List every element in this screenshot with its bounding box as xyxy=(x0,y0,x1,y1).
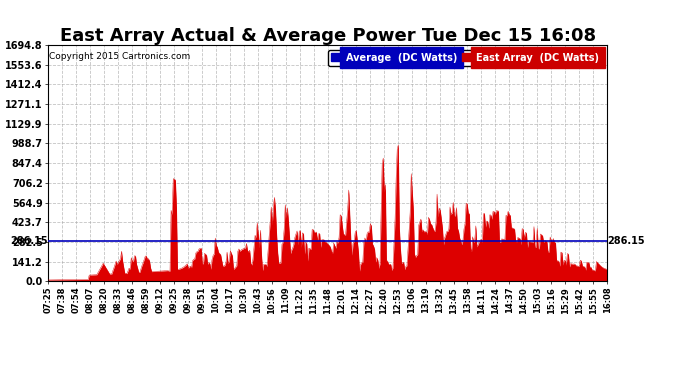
Legend: Average  (DC Watts), East Array  (DC Watts): Average (DC Watts), East Array (DC Watts… xyxy=(328,50,602,66)
Text: 286.15: 286.15 xyxy=(607,236,645,246)
Text: 286.15: 286.15 xyxy=(10,236,48,246)
Text: Copyright 2015 Cartronics.com: Copyright 2015 Cartronics.com xyxy=(50,52,190,61)
Title: East Array Actual & Average Power Tue Dec 15 16:08: East Array Actual & Average Power Tue De… xyxy=(60,27,595,45)
